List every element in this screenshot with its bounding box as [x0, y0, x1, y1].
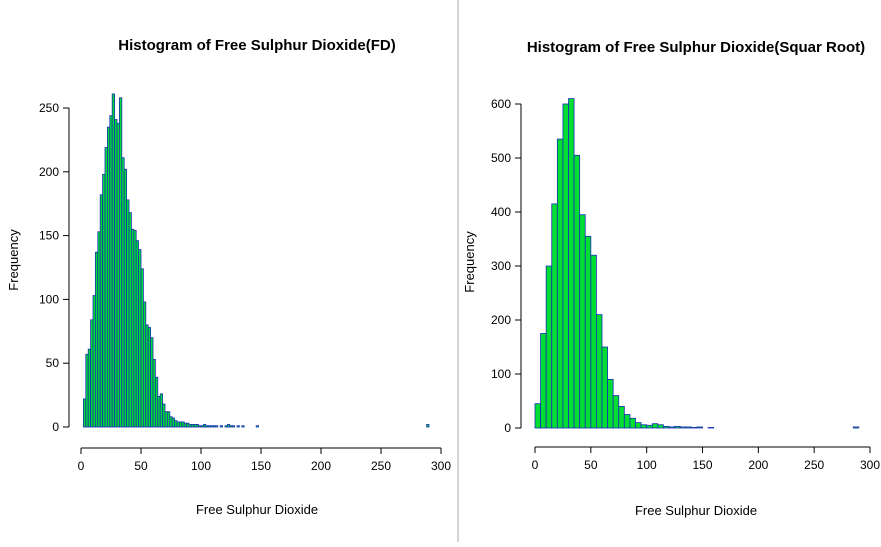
- y-tick-label: 0: [504, 421, 511, 435]
- histogram-bar: [568, 98, 575, 429]
- histogram-bar: [540, 333, 547, 429]
- x-tick-label: 250: [804, 458, 824, 472]
- x-tick-label: 100: [637, 458, 657, 472]
- histogram-bar: [707, 427, 715, 429]
- y-tick-label: 150: [39, 229, 59, 243]
- histogram-bar: [618, 405, 625, 429]
- histogram-bar: [545, 265, 553, 429]
- x-tick-label: 0: [532, 458, 539, 472]
- x-axis-label: Free Sulphur Dioxide: [635, 503, 757, 518]
- histogram-bar: [685, 426, 692, 429]
- bars-group: [534, 98, 860, 429]
- histogram-bar: [635, 422, 642, 429]
- y-axis-label: Frequency: [6, 229, 21, 291]
- histogram-bar: [534, 403, 541, 429]
- x-tick-label: 250: [371, 459, 391, 473]
- histogram-bar: [255, 425, 260, 428]
- histogram-panel-raw: Histogram of Free Sulphur Dioxide(FD) Fr…: [6, 37, 452, 517]
- histogram-bar: [426, 424, 430, 428]
- x-tick-label: 150: [692, 458, 712, 472]
- histogram-bar: [623, 414, 631, 429]
- histogram-bar: [596, 314, 603, 429]
- x-tick-label: 200: [311, 459, 331, 473]
- histogram-bar: [612, 395, 620, 429]
- histogram-bar: [236, 425, 240, 428]
- y-tick-label: 300: [491, 259, 511, 273]
- histogram-bar: [651, 423, 659, 429]
- histogram-bar: [551, 203, 558, 429]
- histogram-bar: [231, 425, 235, 428]
- x-tick-label: 150: [251, 459, 271, 473]
- axes-group: 0 50 100 150 200 250 300 0 50 100 150 200 250: [39, 101, 451, 473]
- histogram-bar: [573, 154, 581, 429]
- histogram-bar: [601, 346, 608, 429]
- y-tick-label: 250: [39, 101, 59, 115]
- chart-title: Histogram of Free Sulphur Dioxide(Squar …: [527, 39, 865, 56]
- histogram-bar: [668, 426, 675, 429]
- x-tick-label: 300: [431, 459, 451, 473]
- bars-group: [83, 93, 430, 428]
- x-tick-label: 100: [191, 459, 211, 473]
- histogram-bar: [646, 424, 653, 429]
- y-tick-label: 500: [491, 151, 511, 165]
- x-tick-label: 50: [584, 458, 598, 472]
- histogram-bar: [219, 425, 223, 428]
- histogram-bar: [674, 425, 681, 429]
- histogram-raw-chart: Histogram of Free Sulphur Dioxide(FD) Fr…: [6, 37, 451, 517]
- histogram-bar: [690, 427, 698, 429]
- x-tick-label: 300: [860, 458, 880, 472]
- x-tick-label: 50: [134, 459, 148, 473]
- histogram-bar: [214, 425, 219, 428]
- histogram-bar: [241, 425, 245, 428]
- histogram-bar: [579, 214, 586, 429]
- histogram-bar: [607, 378, 614, 429]
- y-tick-label: 400: [491, 205, 511, 219]
- histogram-bar: [679, 426, 687, 429]
- histogram-panel-sqrt: Histogram of Free Sulphur Dioxide(Squar …: [459, 0, 881, 542]
- histogram-bar: [629, 417, 636, 429]
- panel-divider: [457, 0, 459, 542]
- histogram-bar: [696, 426, 703, 429]
- histogram-bar: [556, 138, 564, 429]
- histogram-bar: [657, 424, 664, 429]
- histogram-bar: [590, 254, 597, 429]
- y-tick-label: 200: [491, 313, 511, 327]
- histogram-bar: [562, 103, 569, 429]
- y-tick-label: 50: [46, 356, 60, 370]
- x-tick-label: 0: [78, 459, 85, 473]
- histogram-sqrt-chart: Histogram of Free Sulphur Dioxide(Squar …: [462, 39, 880, 518]
- y-tick-label: 200: [39, 165, 59, 179]
- histogram-bar: [663, 425, 670, 429]
- chart-title: Histogram of Free Sulphur Dioxide(FD): [118, 37, 396, 54]
- y-tick-label: 600: [491, 97, 511, 111]
- histogram-bar: [584, 235, 592, 429]
- histogram-bar: [852, 426, 860, 429]
- y-tick-label: 100: [491, 367, 511, 381]
- y-axis-label: Frequency: [462, 231, 477, 293]
- y-tick-label: 0: [52, 420, 59, 434]
- x-axis-label: Free Sulphur Dioxide: [196, 502, 318, 517]
- histogram-bar: [640, 424, 648, 429]
- y-tick-label: 100: [39, 292, 59, 306]
- axes-group: 0 50 100 150 200 250 300 0 100 200 300 400 500 600: [491, 97, 880, 472]
- x-tick-label: 200: [748, 458, 768, 472]
